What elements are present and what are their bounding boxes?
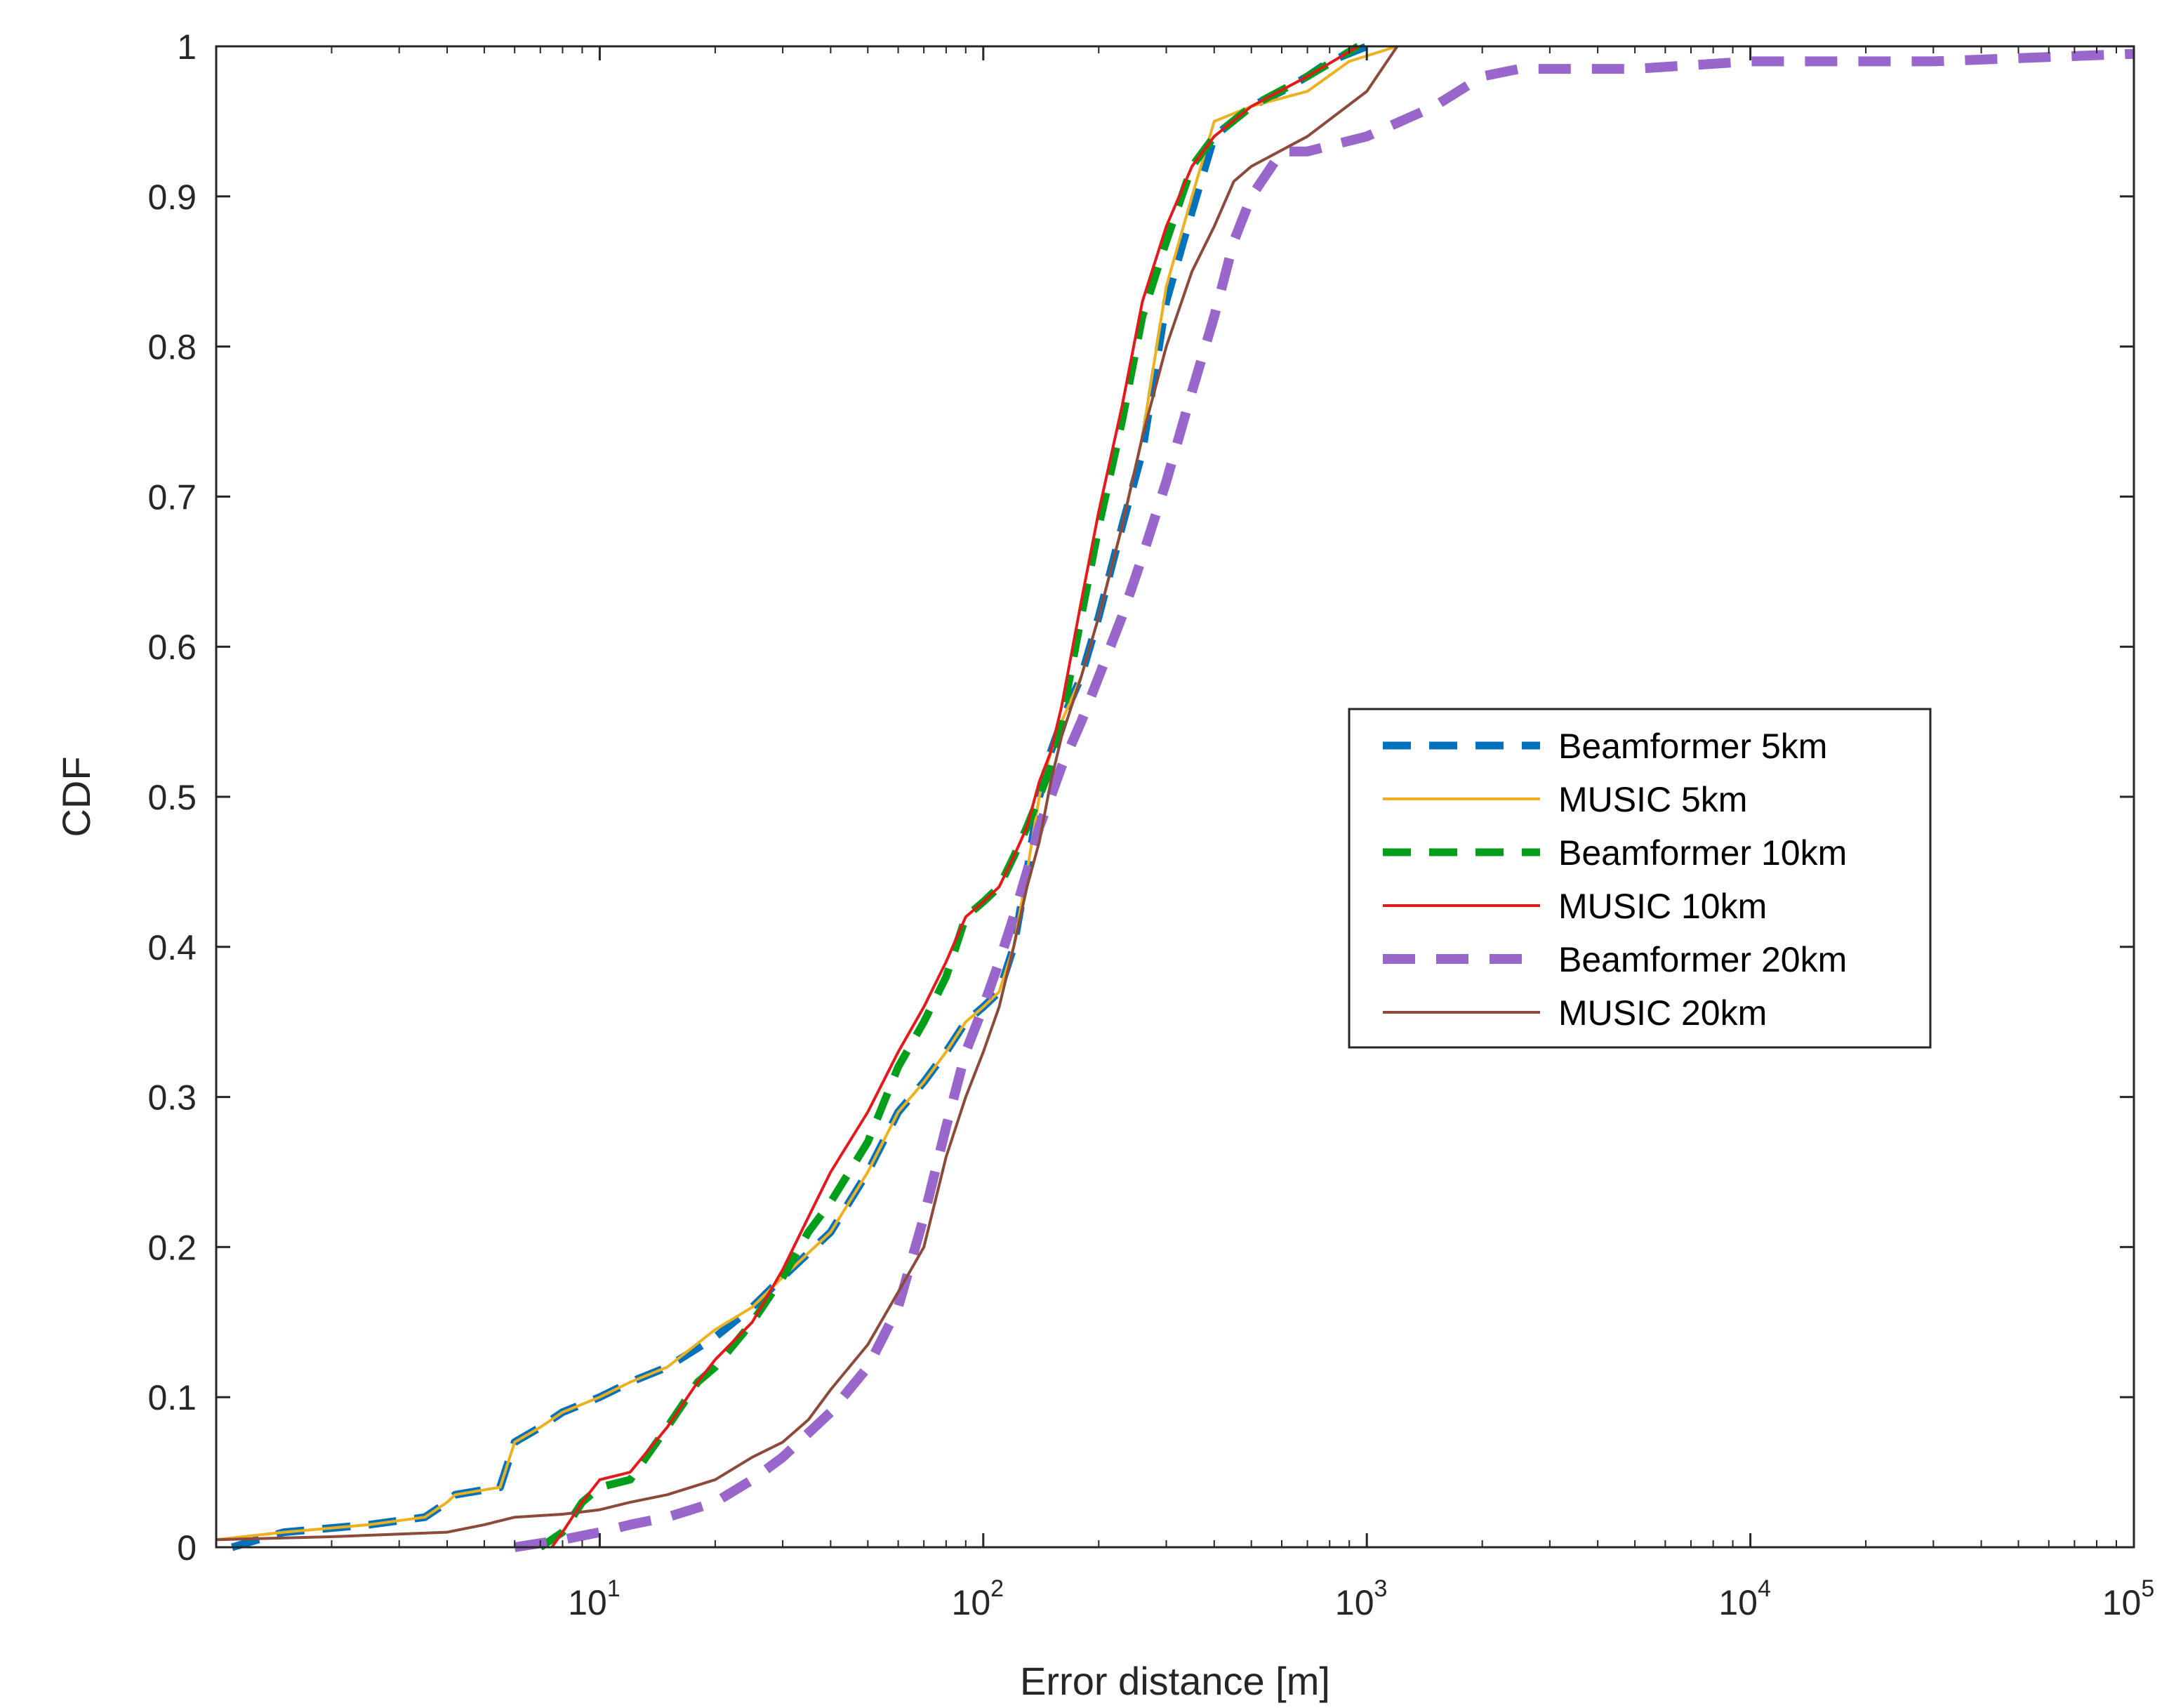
series-line-music-5km (215, 45, 1398, 1542)
y-tick-label: 0.8 (147, 328, 197, 367)
tick-labels-layer: 0 0.1 0.2 0.3 0.4 0.5 0.6 0.7 0.8 0.9 1 101 102 103 10… (147, 27, 2154, 1622)
y-axis-title: CDF (54, 756, 98, 837)
legend-label-music-10km: MUSIC 10km (1558, 887, 1767, 926)
y-tick-label: 0.5 (147, 778, 197, 817)
y-tick-label: 0.6 (147, 628, 197, 667)
x-tick-label: 105 (2102, 1575, 2155, 1622)
x-tick-label: 102 (952, 1575, 1004, 1622)
y-tick-label: 1 (177, 27, 197, 67)
series-layer (215, 42, 2135, 1552)
y-tick-label: 0.9 (147, 178, 197, 217)
x-tick-label: 101 (568, 1575, 621, 1622)
legend-label-music-5km: MUSIC 5km (1558, 780, 1747, 819)
x-axis-title: Error distance [m] (1020, 1659, 1330, 1703)
x-tick-label: 103 (1335, 1575, 1388, 1622)
legend-label-music-20km: MUSIC 20km (1558, 993, 1767, 1033)
series-line-music-10km (550, 45, 1360, 1549)
y-tick-label: 0.2 (147, 1228, 197, 1267)
x-tick-label: 104 (1718, 1575, 1771, 1622)
legend-box (1348, 708, 1932, 1049)
y-tick-label: 0.7 (147, 477, 197, 517)
y-tick-label: 0.4 (147, 928, 197, 967)
y-tick-label: 0 (177, 1528, 197, 1568)
legend: Beamformer 5km MUSIC 5km Beamformer 10km MU… (1348, 708, 1932, 1049)
series-line-beamformer-20km (514, 48, 2135, 1552)
legend-label-beamformer-10km: Beamformer 10km (1558, 833, 1847, 873)
legend-label-beamformer-5km: Beamformer 5km (1558, 727, 1827, 766)
y-tick-label: 0.3 (147, 1078, 197, 1118)
legend-label-beamformer-20km: Beamformer 20km (1558, 940, 1847, 979)
series-line-music-20km (215, 45, 1399, 1542)
ticks-layer (216, 45, 2135, 1549)
y-tick-label: 0.1 (147, 1378, 197, 1417)
